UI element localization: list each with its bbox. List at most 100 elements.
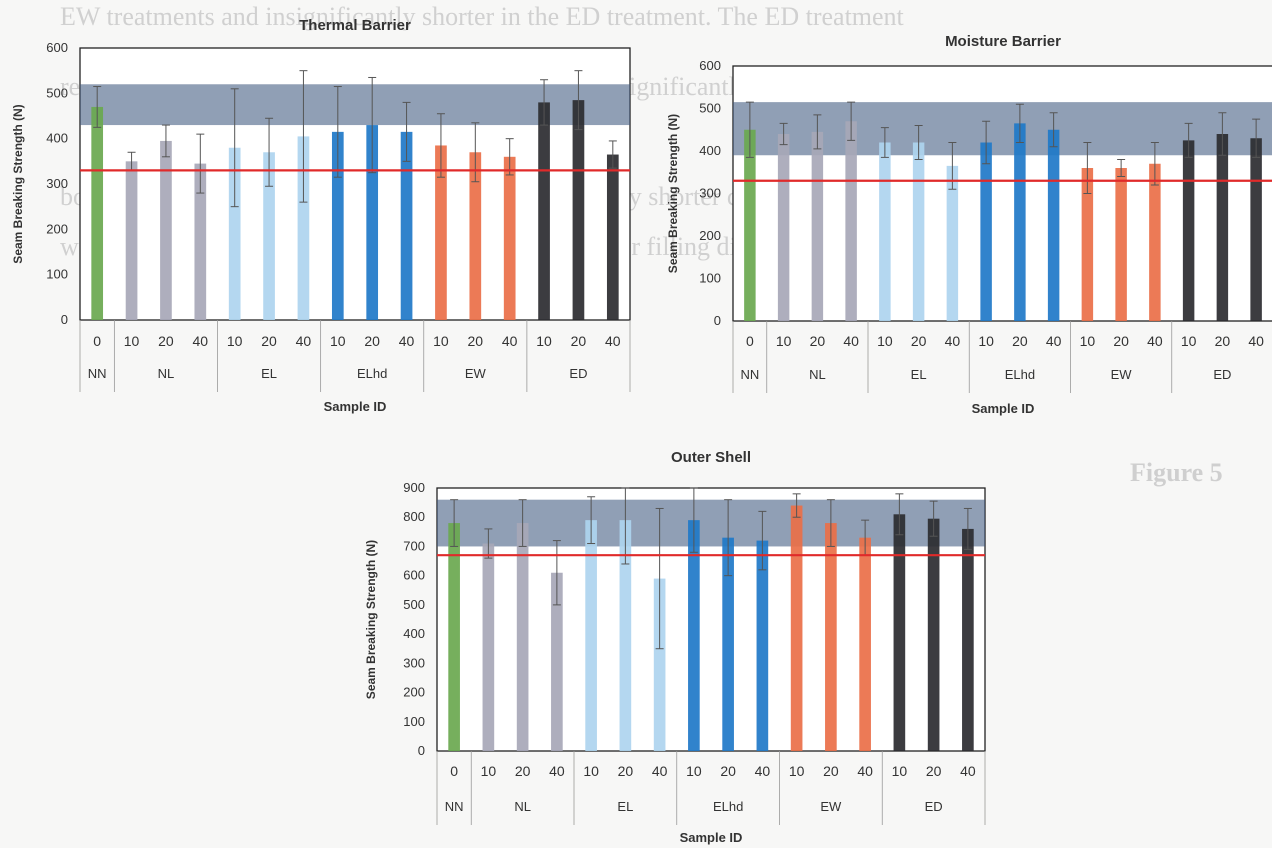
group-label: NN <box>445 799 464 814</box>
outer-shell-chart: Outer Shell 0 100 200 300 400 500 600 700 800 900 0… <box>364 449 986 845</box>
x-tick-label: 10 <box>686 763 702 779</box>
x-tick-label: 10 <box>433 333 449 349</box>
x-tick-label: 40 <box>399 333 415 349</box>
x-tick-label: 10 <box>892 763 908 779</box>
bar <box>160 140 172 320</box>
group-label: NN <box>740 367 759 382</box>
moisture-barrier-chart: Moisture Barrier 0 100 200 300 400 500 600 0 10 20… <box>666 33 1272 416</box>
x-axis-label: Sample ID <box>324 399 387 414</box>
x-tick-label: 40 <box>605 333 621 349</box>
bar <box>538 102 550 321</box>
y-tick-label: 300 <box>699 186 721 201</box>
group-label: NL <box>514 799 531 814</box>
x-tick-label: 10 <box>776 333 792 349</box>
y-tick-label: 300 <box>403 655 425 670</box>
bar <box>777 134 790 321</box>
bar <box>653 578 666 751</box>
y-tick-label: 300 <box>46 176 68 191</box>
bar <box>91 106 104 320</box>
background-text-line: EW treatments and insignificantly shorte… <box>60 2 904 31</box>
group-label: ED <box>1213 367 1231 382</box>
x-axis-label: Sample ID <box>680 830 743 845</box>
y-tick-label: 400 <box>403 626 425 641</box>
x-tick-label: 40 <box>960 763 976 779</box>
x-tick-label: 40 <box>945 333 961 349</box>
chart-title: Moisture Barrier <box>945 33 1061 50</box>
bar <box>1250 138 1262 321</box>
group-label: EL <box>261 366 277 381</box>
group-label: ED <box>925 799 943 814</box>
x-tick-label: 20 <box>515 763 531 779</box>
x-tick-label: 40 <box>296 333 312 349</box>
group-label: EL <box>617 799 633 814</box>
x-tick-label: 40 <box>857 763 873 779</box>
bar <box>688 520 700 751</box>
x-tick-label: 10 <box>536 333 552 349</box>
y-tick-label: 600 <box>699 58 721 73</box>
x-tick-label: 20 <box>810 333 826 349</box>
figure-label: Figure 5 <box>1130 458 1223 487</box>
y-tick-label: 0 <box>61 312 68 327</box>
group-label: EW <box>465 366 487 381</box>
bar <box>606 154 619 320</box>
bar <box>1182 140 1195 321</box>
x-tick-label: 40 <box>755 763 771 779</box>
x-tick-label: 20 <box>1012 333 1028 349</box>
group-label: ELhd <box>1005 367 1035 382</box>
bar <box>790 505 803 751</box>
bar <box>825 523 837 751</box>
y-tick-label: 900 <box>403 480 425 495</box>
bar <box>962 528 974 751</box>
chart-title: Thermal Barrier <box>299 17 411 34</box>
x-tick-label: 40 <box>843 333 859 349</box>
x-tick-label: 10 <box>1080 333 1096 349</box>
y-tick-label: 0 <box>714 313 721 328</box>
bar <box>551 572 563 751</box>
thermal-barrier-chart: Thermal Barrier 0 100 200 300 400 500 600 0 10 20 4… <box>11 17 631 414</box>
x-tick-label: 20 <box>823 763 839 779</box>
y-axis-label: Seam Breaking Strength (N) <box>666 114 680 273</box>
x-tick-label: 40 <box>502 333 518 349</box>
x-tick-label: 20 <box>911 333 927 349</box>
bar <box>946 165 959 321</box>
x-tick-label: 20 <box>158 333 174 349</box>
bar <box>619 520 632 751</box>
y-tick-label: 200 <box>403 685 425 700</box>
x-tick-label: 20 <box>618 763 634 779</box>
y-tick-label: 200 <box>46 221 68 236</box>
x-tick-label: 40 <box>1046 333 1062 349</box>
x-tick-label: 40 <box>549 763 565 779</box>
y-tick-label: 800 <box>403 509 425 524</box>
x-tick-label: 0 <box>93 333 101 349</box>
x-tick-label: 20 <box>1215 333 1231 349</box>
bar <box>879 142 891 321</box>
y-tick-label: 500 <box>699 101 721 116</box>
group-label: ELhd <box>713 799 743 814</box>
x-tick-label: 10 <box>124 333 140 349</box>
bar <box>400 131 413 320</box>
group-label: NL <box>809 367 826 382</box>
group-label: EW <box>820 799 842 814</box>
x-tick-label: 10 <box>877 333 893 349</box>
bar <box>980 142 992 321</box>
bar <box>912 142 925 321</box>
bar <box>893 514 906 751</box>
x-tick-label: 10 <box>583 763 599 779</box>
bar <box>845 121 857 321</box>
bar <box>331 131 344 320</box>
bar <box>228 147 241 320</box>
bar <box>756 540 769 751</box>
y-tick-label: 700 <box>403 538 425 553</box>
y-tick-label: 500 <box>46 85 68 100</box>
x-tick-label: 10 <box>789 763 805 779</box>
bar <box>1047 129 1060 321</box>
bar <box>263 152 275 320</box>
x-tick-label: 20 <box>261 333 277 349</box>
x-tick-label: 10 <box>978 333 994 349</box>
bar <box>1014 123 1026 321</box>
group-label: NL <box>158 366 175 381</box>
x-tick-label: 40 <box>1147 333 1163 349</box>
x-tick-label: 20 <box>926 763 942 779</box>
x-axis-label: Sample ID <box>972 401 1035 416</box>
x-tick-label: 20 <box>468 333 484 349</box>
